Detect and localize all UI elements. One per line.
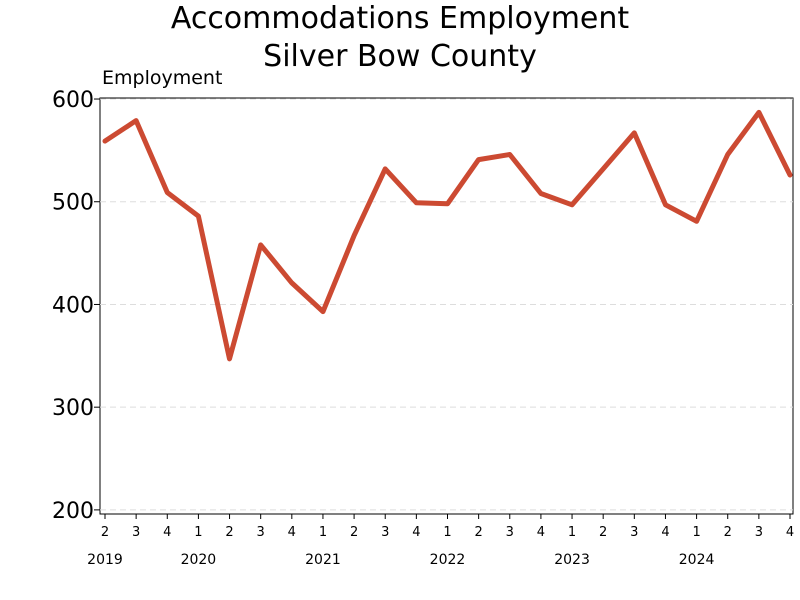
- data-point: [727, 153, 729, 155]
- data-point: [353, 235, 355, 237]
- year-label: 2019: [87, 552, 123, 568]
- year-label: 2024: [679, 552, 715, 568]
- x-tick-label: 3: [381, 525, 389, 540]
- x-tick-label: 1: [194, 525, 202, 540]
- x-tick-label: 2: [225, 525, 233, 540]
- data-point: [384, 168, 386, 170]
- x-tick-label: 4: [661, 525, 669, 540]
- data-point: [478, 159, 480, 161]
- data-point: [664, 204, 666, 206]
- x-tick-label: 3: [630, 525, 638, 540]
- x-tick-label: 4: [163, 525, 171, 540]
- x-tick-label: 2: [101, 525, 109, 540]
- y-tick-label: 600: [52, 88, 94, 113]
- year-label: 2021: [305, 552, 341, 568]
- chart-title: Accommodations Employment: [170, 1, 630, 36]
- year-label: 2020: [181, 552, 217, 568]
- y-axis-label: Employment: [102, 67, 223, 89]
- year-label: 2023: [554, 552, 590, 568]
- x-tick-label: 2: [724, 525, 732, 540]
- data-point: [104, 140, 106, 142]
- grid-lines: [100, 98, 793, 511]
- x-tick-label: 1: [319, 525, 327, 540]
- data-point: [696, 220, 698, 222]
- x-tick-label: 1: [692, 525, 700, 540]
- x-tick-label: 2: [599, 525, 607, 540]
- employment-line: [102, 109, 793, 362]
- data-point: [633, 132, 635, 134]
- data-point: [322, 311, 324, 313]
- y-tick-label: 400: [52, 293, 94, 318]
- data-point: [260, 244, 262, 246]
- y-axis-ticks: 200 300 400 500 600: [52, 88, 100, 524]
- x-tick-label: 3: [132, 525, 140, 540]
- x-tick-label: 4: [412, 525, 420, 540]
- data-point: [291, 282, 293, 284]
- data-point: [447, 203, 448, 205]
- data-point: [789, 174, 791, 176]
- series-group: [102, 109, 793, 362]
- x-tick-label: 2: [474, 525, 482, 540]
- data-point: [166, 191, 168, 193]
- x-tick-label: 3: [257, 525, 265, 540]
- chart-subtitle: Silver Bow County: [263, 39, 537, 74]
- plot-frame: [99, 97, 794, 515]
- x-tick-label: 3: [755, 525, 763, 540]
- data-point: [509, 153, 511, 155]
- data-point: [197, 215, 199, 217]
- data-point: [602, 168, 604, 170]
- y-tick-label: 500: [52, 191, 94, 216]
- data-point: [571, 204, 573, 206]
- data-point: [415, 202, 417, 204]
- data-point: [229, 358, 231, 360]
- x-tick-label: 1: [443, 525, 451, 540]
- data-point: [758, 111, 760, 113]
- y-tick-label: 200: [52, 499, 94, 524]
- data-point: [135, 120, 137, 122]
- data-point: [540, 193, 542, 195]
- x-axis-ticks: 2 3 4 1 2 3 4 1 2 3 4 1 2 3 4 1 2 3 4 1 2 3 4 2019 2020 2021 2022 2…: [87, 514, 794, 568]
- x-tick-label: 3: [506, 525, 514, 540]
- year-label: 2022: [430, 552, 466, 568]
- x-tick-label: 4: [786, 525, 794, 540]
- x-tick-label: 4: [288, 525, 296, 540]
- x-tick-label: 1: [568, 525, 576, 540]
- x-tick-label: 4: [537, 525, 545, 540]
- y-tick-label: 300: [52, 396, 94, 421]
- x-tick-label: 2: [350, 525, 358, 540]
